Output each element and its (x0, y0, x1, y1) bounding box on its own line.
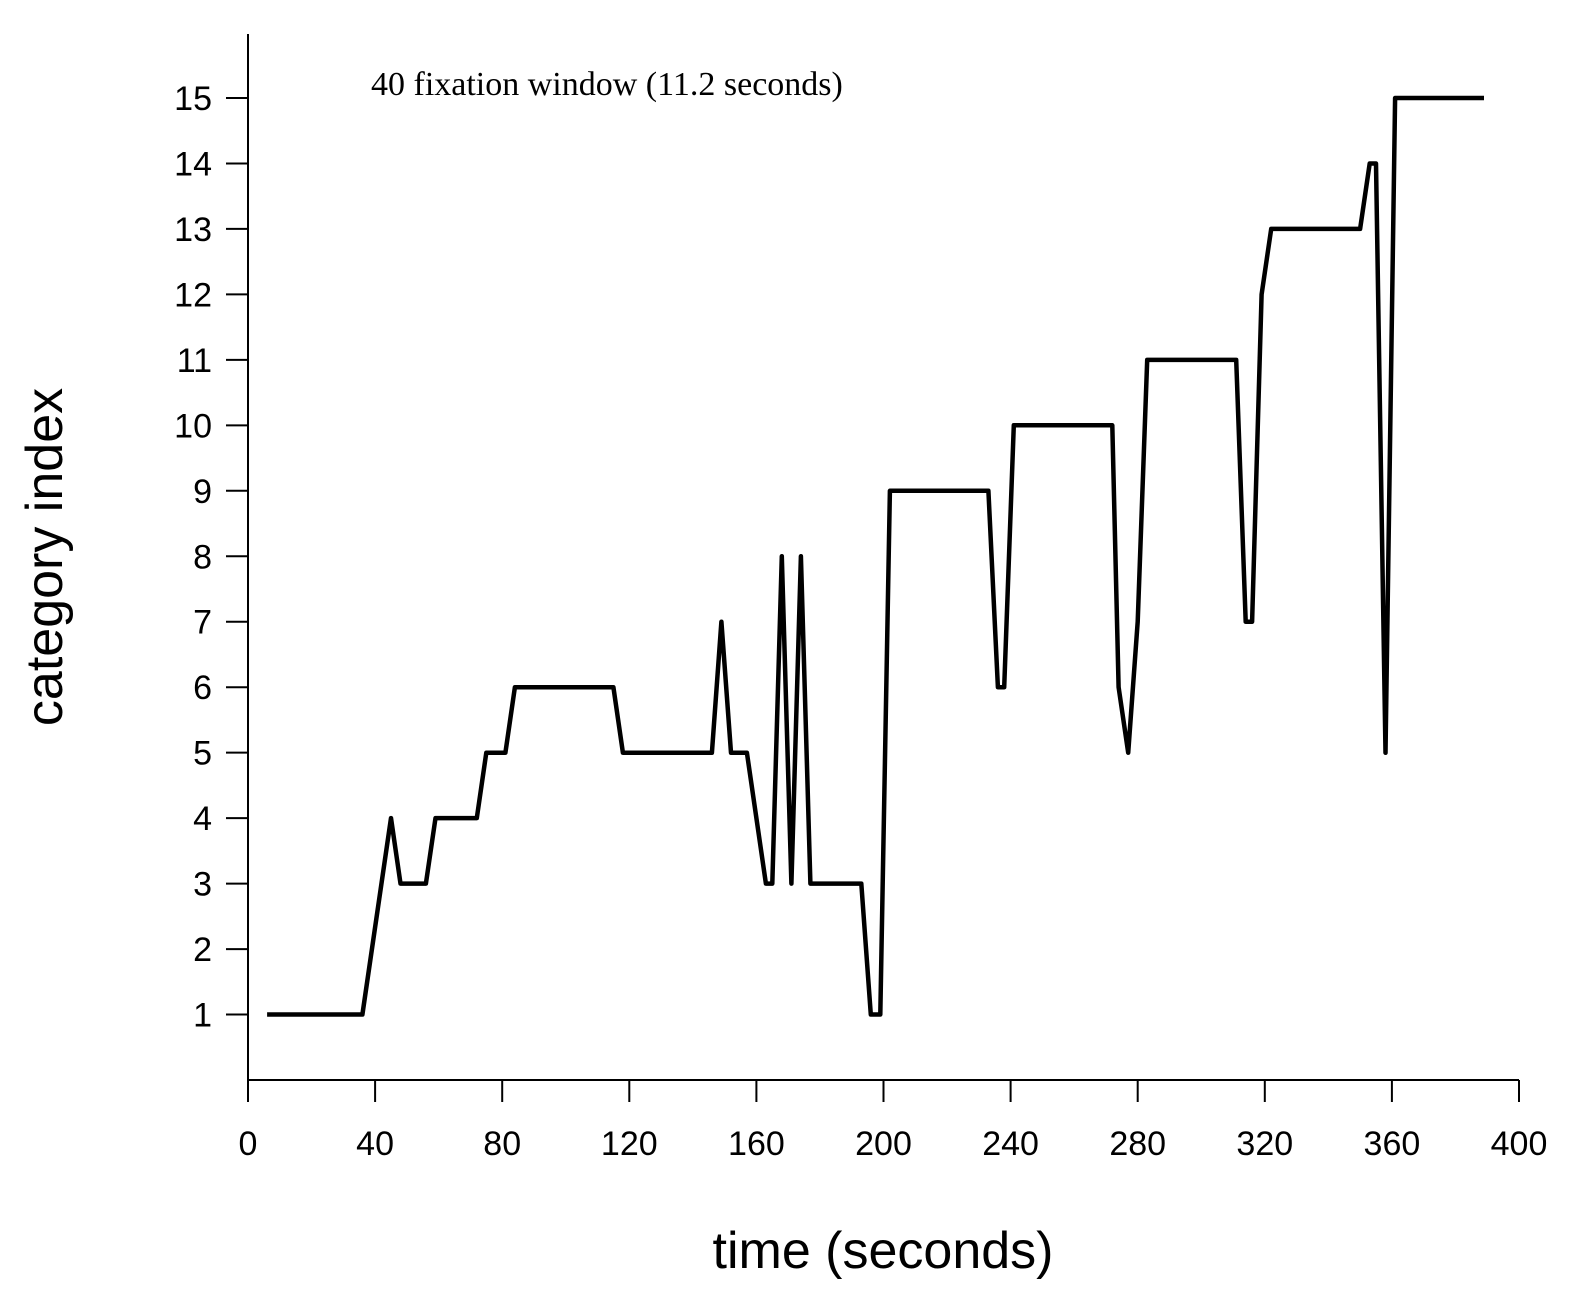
x-tick-label: 40 (356, 1125, 394, 1163)
chart-annotation: 40 fixation window (11.2 seconds) (371, 66, 843, 103)
x-tick-label: 360 (1364, 1125, 1421, 1163)
y-tick-label: 11 (177, 342, 212, 380)
y-tick-label: 3 (193, 866, 212, 904)
y-tick-label: 10 (174, 407, 212, 445)
y-tick-label: 5 (193, 735, 212, 773)
y-axis-title: category index (16, 388, 74, 726)
y-tick-label: 6 (193, 669, 212, 707)
y-tick-label: 4 (193, 800, 212, 838)
y-tick-label: 15 (174, 80, 212, 118)
y-tick-label: 12 (174, 276, 212, 314)
x-tick-label: 200 (855, 1125, 912, 1163)
x-axis-title: time (seconds) (713, 1222, 1054, 1280)
x-tick-label: 320 (1236, 1125, 1293, 1163)
y-tick-label: 8 (193, 538, 212, 576)
x-tick-label: 80 (483, 1125, 521, 1163)
x-axis: 0 40 80 120 160 200 240 280 320 360 400 (239, 1079, 1548, 1163)
series-line-0 (267, 95, 1484, 1017)
y-tick-label: 2 (193, 931, 212, 969)
y-tick-label: 14 (174, 145, 212, 183)
x-tick-label: 400 (1491, 1125, 1548, 1163)
y-tick-label: 13 (174, 211, 212, 249)
y-tick-label: 9 (193, 473, 212, 511)
x-tick-label: 120 (601, 1125, 658, 1163)
y-tick-label: 7 (193, 604, 212, 642)
x-tick-label: 240 (982, 1125, 1039, 1163)
x-tick-label: 160 (728, 1125, 785, 1163)
x-tick-label: 0 (239, 1125, 258, 1163)
y-tick-label: 1 (193, 997, 212, 1035)
x-tick-label: 280 (1109, 1125, 1166, 1163)
series-group (267, 95, 1484, 1017)
